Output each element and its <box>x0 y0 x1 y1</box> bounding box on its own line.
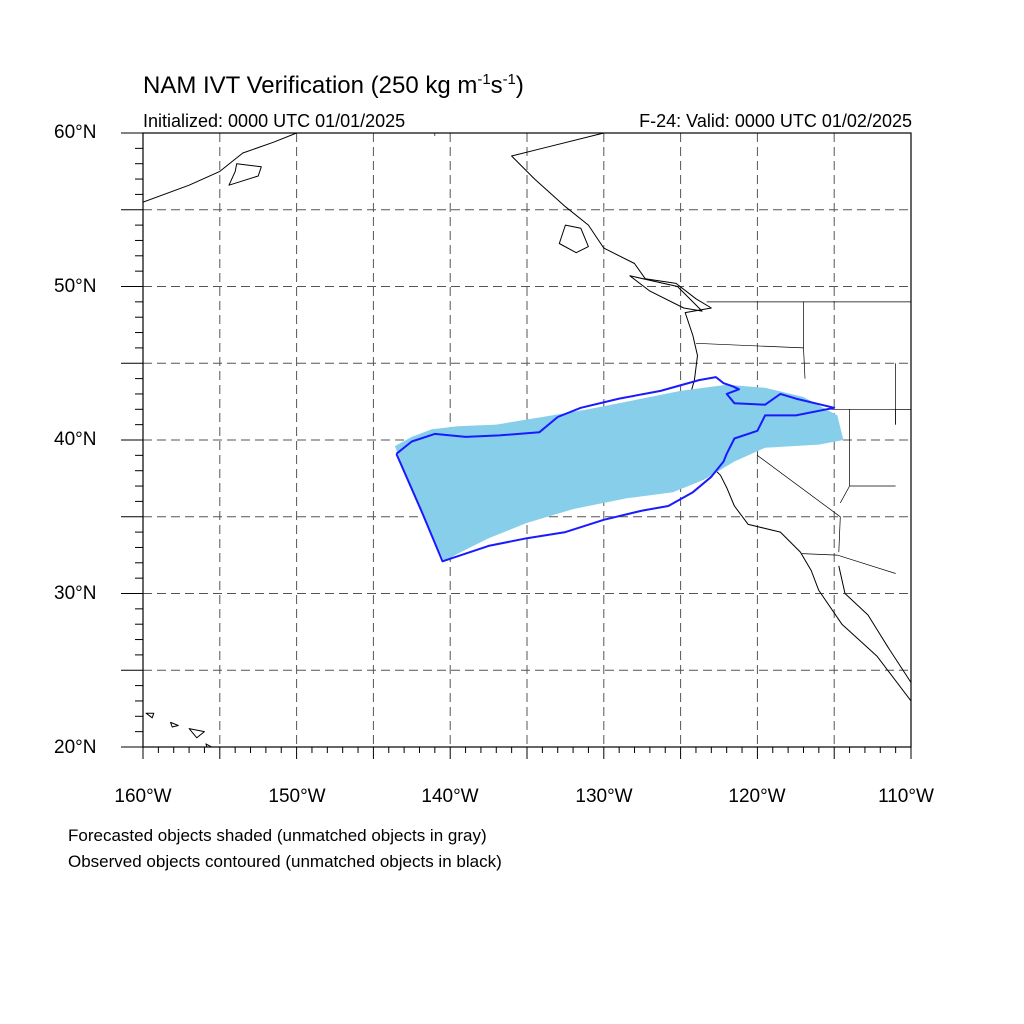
lat-label-50n: 50°N <box>54 276 97 297</box>
caption-forecast: Forecasted objects shaded (unmatched obj… <box>68 826 487 845</box>
forecast-ivt-object <box>394 384 844 562</box>
political-border <box>801 553 896 574</box>
observed-ivt-contour <box>395 376 836 563</box>
valid-time: F-24: Valid: 0000 UTC 01/02/2025 <box>639 111 912 131</box>
title-middle: s <box>490 72 503 99</box>
north-america-coastline <box>511 133 911 702</box>
political-border <box>839 485 850 504</box>
initialized-time: Initialized: 0000 UTC 01/01/2025 <box>143 111 406 131</box>
island-outline <box>170 721 179 728</box>
island-outline <box>228 163 262 186</box>
title-exponent-1: -1 <box>477 72 491 88</box>
alaska-coastline <box>143 133 297 203</box>
axis-ticks <box>121 132 912 759</box>
island-outline <box>629 275 703 312</box>
lon-label-140w: 140°W <box>421 786 479 807</box>
island-outline <box>188 728 205 739</box>
title-exponent-2: -1 <box>502 72 516 88</box>
lat-label-40n: 40°N <box>54 429 97 450</box>
political-border <box>895 408 911 425</box>
title-prefix: NAM IVT Verification (250 kg m <box>143 72 478 99</box>
lon-label-120w: 120°W <box>728 786 786 807</box>
title-suffix: ) <box>515 72 524 99</box>
ivt-objects <box>394 376 844 563</box>
lon-label-110w: 110°W <box>878 786 934 807</box>
lon-label-150w: 150°W <box>268 786 326 807</box>
lat-label-60n: 60°N <box>54 122 97 143</box>
map-frame <box>142 132 912 748</box>
lon-label-130w: 130°W <box>575 786 633 807</box>
lon-label-160w: 160°W <box>114 786 172 807</box>
lat-label-30n: 30°N <box>54 583 97 604</box>
lat-label-20n: 20°N <box>54 737 97 758</box>
map-title: NAM IVT Verification (250 kg m-1s-1) <box>143 72 524 100</box>
political-border <box>803 301 806 379</box>
gulf-of-california-coastline <box>838 565 911 683</box>
caption-observed: Observed objects contoured (unmatched ob… <box>68 852 502 871</box>
island-outline <box>145 712 155 719</box>
island-outline <box>558 224 589 254</box>
political-border <box>695 342 804 349</box>
